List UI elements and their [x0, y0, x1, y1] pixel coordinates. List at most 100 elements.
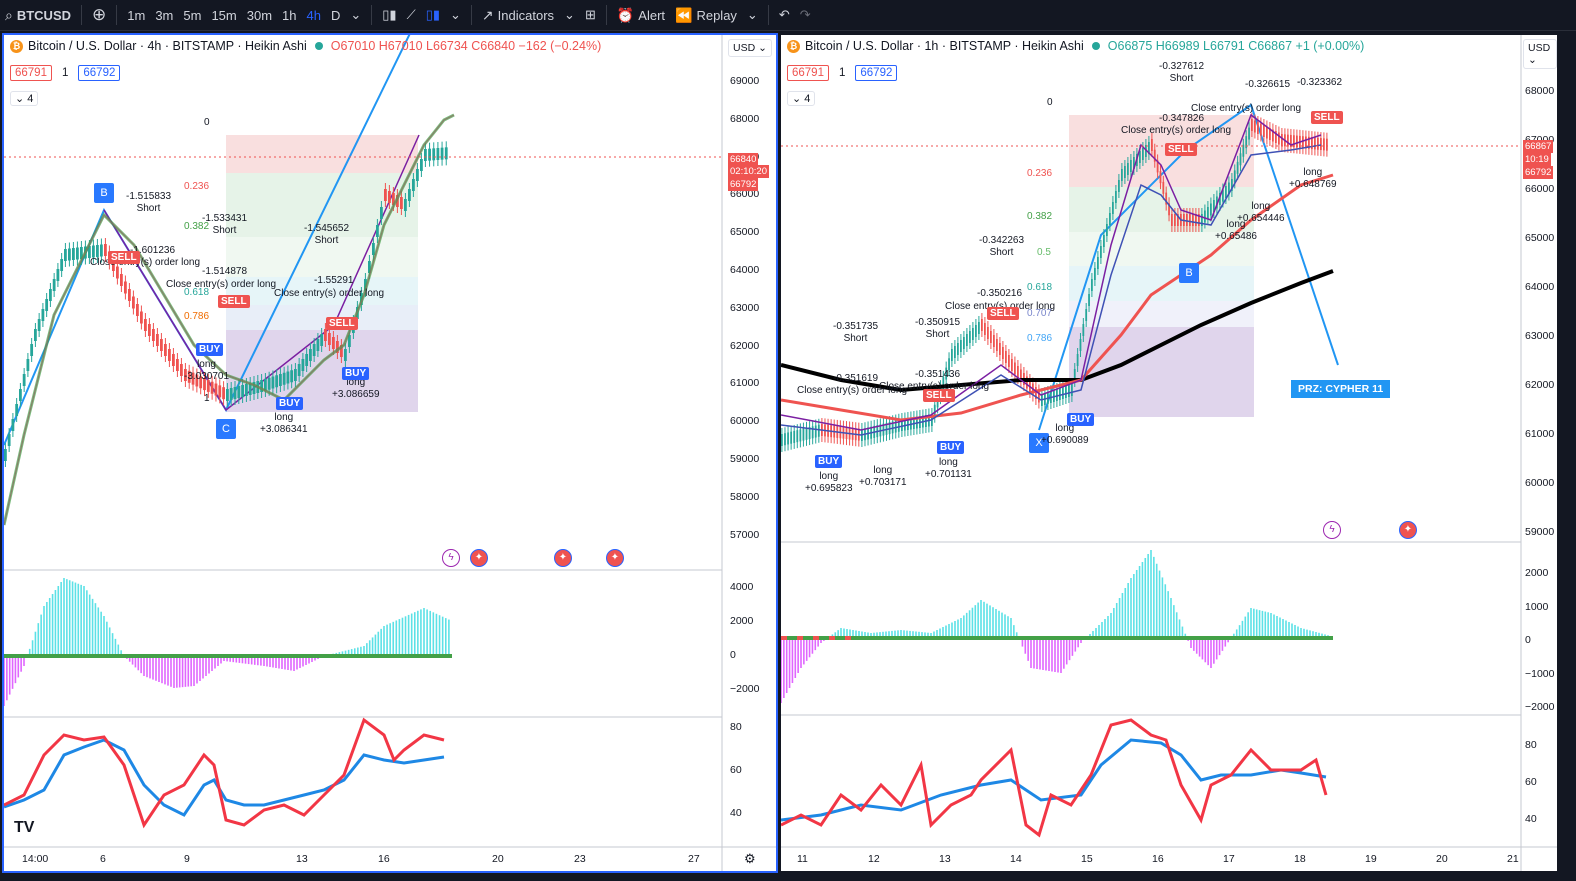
time-axis-tick: 13 — [296, 853, 308, 865]
redo-button[interactable]: ↷ — [795, 0, 816, 30]
chevron-down-icon: ⌄ — [792, 93, 805, 105]
annotation-text: long +0.648769 — [1289, 167, 1337, 190]
us-flag-icon[interactable]: ✦ — [606, 549, 624, 567]
ohlc-change: −162 (−0.24%) — [518, 39, 602, 53]
rsi-axis-tick: 80 — [730, 721, 742, 733]
macd-axis-tick: 0 — [730, 649, 736, 661]
lightning-icon[interactable]: ϟ — [1323, 521, 1341, 539]
undo-button[interactable]: ↶ — [774, 0, 795, 30]
long-moving-average — [781, 269, 1334, 393]
fib-zone — [226, 237, 418, 277]
ask-price-button[interactable]: 66792 — [855, 65, 898, 81]
chart-type-dropdown[interactable]: ⌄ — [445, 0, 466, 30]
indicators-dropdown[interactable]: ⌄ — [559, 0, 580, 30]
fib-label: 0.786 — [184, 311, 210, 322]
us-flag-icon[interactable]: ✦ — [1399, 521, 1417, 539]
price-axis-tick: 65000 — [730, 226, 760, 239]
ask-price-button[interactable]: 66792 — [78, 65, 121, 81]
compare-symbol-button[interactable]: ⊕ — [87, 0, 111, 30]
trade-annotation: Close entry(s) order long — [879, 381, 989, 393]
annotation-text: Close entry(s) order long — [90, 257, 201, 268]
interval-4h[interactable]: 4h — [306, 7, 321, 23]
gear-icon[interactable]: ⚙ — [744, 851, 756, 866]
symbol-search-button[interactable]: ⌕ BTCUSD — [0, 0, 76, 30]
trade-annotation: -0.326615 — [1245, 79, 1290, 91]
interval-D[interactable]: D — [330, 7, 341, 23]
fib-zone — [226, 173, 418, 237]
ohlc-high: H67010 — [378, 39, 423, 53]
annotation-text: -1.515833 Short — [126, 191, 172, 214]
currency-selector[interactable]: USD ⌄ — [728, 39, 772, 57]
annotation-text: long +3.086659 — [332, 377, 380, 400]
fib-label: 0.786 — [1027, 333, 1053, 344]
time-axis-tick: 16 — [1152, 853, 1164, 865]
annotation-text: -0.351735 Short — [833, 321, 879, 344]
chart-canvas-left[interactable] — [4, 35, 776, 871]
candles-icon: ▯▮ — [382, 7, 397, 22]
ohlc-open: O67010 — [330, 39, 376, 53]
currency-selector[interactable]: USD ⌄ — [1523, 39, 1557, 69]
time-axis-tick: 9 — [184, 853, 190, 865]
heikin-ashi-button[interactable]: ▯▮ — [421, 0, 445, 30]
price-axis-tick: 60000 — [730, 415, 760, 428]
macd-axis-tick: 4000 — [730, 581, 754, 593]
indicators-button[interactable]: ↗ Indicators — [477, 0, 559, 30]
indicators-count: 4 — [804, 93, 811, 105]
interval-15m[interactable]: 15m — [211, 7, 237, 23]
bid-price-button[interactable]: 66791 — [10, 65, 52, 81]
lightning-icon[interactable]: ϟ — [442, 549, 460, 567]
trade-annotation: -1.515833 Short — [126, 191, 171, 215]
chevron-down-icon: ⌄ — [746, 7, 758, 22]
macd-histogram-left — [4, 578, 450, 706]
price-axis-tick: 68000 — [1525, 85, 1555, 97]
annotation-text: long -3.030701 — [184, 359, 230, 382]
chart-canvas-right[interactable] — [781, 35, 1557, 871]
sell-tag: SELL — [987, 307, 1019, 320]
annotation-text: long +0.703171 — [859, 465, 907, 488]
interval-3m[interactable]: 3m — [155, 7, 174, 23]
time-axis-tick: 20 — [492, 853, 504, 865]
chevron-down-icon: ⌄ — [450, 7, 461, 22]
rsi-axis-tick: 40 — [730, 807, 742, 819]
sell-tag: SELL — [218, 295, 250, 308]
rsi-line — [781, 718, 1328, 838]
price-axis-tick: 66000 — [730, 188, 760, 201]
us-flag-icon[interactable]: ✦ — [470, 549, 488, 567]
price-axis-tick: 59000 — [1525, 526, 1555, 538]
trade-annotation: Close entry(s) order long — [166, 279, 276, 291]
interval-5m[interactable]: 5m — [183, 7, 202, 23]
redo-icon: ↷ — [799, 7, 811, 22]
us-flag-icon[interactable]: ✦ — [554, 549, 572, 567]
trade-annotation: long +0.654446 — [1237, 201, 1285, 225]
candles-type-button[interactable]: ▯▮ — [377, 0, 401, 30]
indicators-collapse-button[interactable]: ⌄ 4 — [10, 91, 39, 106]
chart-pane-left[interactable]: ₿ Bitcoin / U.S. Dollar · 4h · BITSTAMP … — [2, 33, 778, 873]
interval-1m[interactable]: 1m — [127, 7, 146, 23]
tradingview-logo: TV — [14, 819, 35, 836]
layout-button[interactable]: ⊞ — [580, 0, 601, 30]
indicators-collapse-button[interactable]: ⌄ 4 — [787, 91, 816, 106]
annotation-text: Close entry(s) order long — [166, 279, 277, 290]
alert-button[interactable]: ⏰ Alert — [612, 0, 670, 30]
trade-annotation: long +0.690089 — [1041, 423, 1089, 447]
time-axis-tick: 23 — [574, 853, 586, 865]
interval-1h[interactable]: 1h — [282, 7, 297, 23]
bid-price-button[interactable]: 66791 — [787, 65, 829, 81]
annotation-text: Close entry(s) order long — [879, 381, 990, 392]
rsi-axis-tick: 60 — [1525, 776, 1537, 788]
interval-30m[interactable]: 30m — [246, 7, 273, 23]
macd-histogram-right — [781, 550, 1329, 703]
trade-annotation: Close entry(s) order long — [1191, 103, 1301, 115]
time-axis-tick: 11 — [797, 853, 808, 865]
trade-annotation: -0.351619 — [833, 373, 878, 385]
moving-average-line-2 — [4, 114, 455, 526]
line-type-button[interactable]: ⟋ — [402, 0, 421, 30]
ask-price-label: 66792 — [1523, 166, 1554, 179]
annotation-text: Close entry(s) order long — [274, 288, 385, 299]
trade-annotation: Close entry(s) order long — [274, 288, 384, 300]
interval-dropdown[interactable]: ⌄ — [345, 0, 366, 30]
replay-dropdown[interactable]: ⌄ — [742, 0, 763, 30]
price-axis-tick: 58000 — [730, 490, 760, 503]
chart-pane-right[interactable]: ₿ Bitcoin / U.S. Dollar · 1h · BITSTAMP … — [781, 35, 1557, 871]
replay-button[interactable]: ⏪ Replay — [670, 0, 742, 30]
